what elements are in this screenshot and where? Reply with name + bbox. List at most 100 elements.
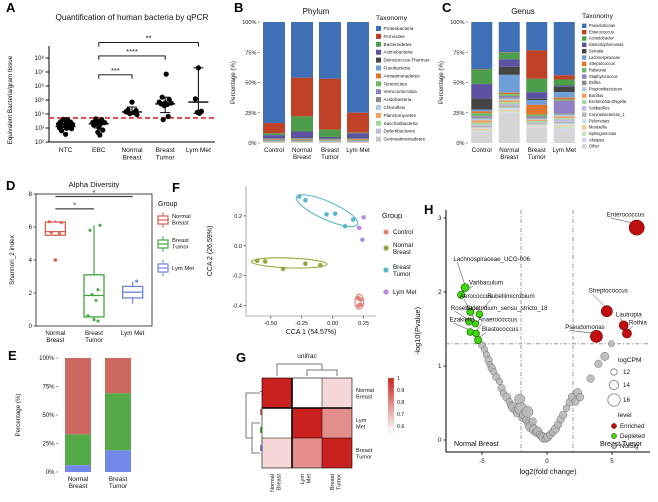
legend-label: Saccharibacteria [384, 121, 419, 126]
heat-cell [292, 378, 322, 408]
chart-text: 50% [42, 413, 55, 419]
bar-segment [498, 66, 520, 75]
bar-segment [291, 22, 313, 78]
legend-label: Proteobacteria [384, 26, 414, 31]
chart-text: Normal [499, 147, 519, 154]
panel-b-svg: Phylum Percentage (%) 0% 25% 50% 75% 100% Contr… [230, 7, 430, 161]
bar-segment [319, 140, 341, 141]
bar-segment [498, 109, 520, 112]
bar-segment [263, 138, 285, 139]
chart-text: Tumor [528, 154, 546, 161]
bar-segment [471, 118, 493, 121]
legend-title: Taxonomy [582, 13, 614, 20]
chart-text: Breast [122, 154, 141, 161]
bar-segment [553, 119, 575, 122]
heat-cell [262, 408, 292, 438]
bar-segment [526, 120, 548, 123]
bar-segment [319, 138, 341, 139]
panel-e-svg: Percentage (%)0%25%50%75%100%NormalBreas… [15, 356, 332, 490]
legend-label: Other [589, 144, 600, 149]
chart-text: 0 [29, 324, 33, 330]
legend-swatch [582, 106, 587, 111]
legend-label: Sphingomonas [589, 131, 616, 136]
legend-label: Verrucomicrobia [384, 89, 418, 94]
qpcr-point [163, 71, 169, 77]
legend-label: Gemmatimonadetes [384, 137, 426, 142]
notsig-point [586, 374, 595, 383]
bar-segment [291, 77, 313, 117]
bar-segment [263, 135, 285, 139]
qpcr-point [70, 121, 76, 128]
chart-text: Breast [356, 395, 373, 401]
axis-label: Percentage (%) [230, 61, 237, 104]
bar-segment [319, 129, 341, 137]
colorbar [387, 377, 395, 433]
chart-text: 10⁵ [35, 97, 45, 104]
chart-text: -0.25 [295, 321, 308, 327]
notsig-point [607, 340, 615, 348]
chart-text: Lym Met [553, 147, 577, 154]
box-point [86, 314, 90, 318]
legend-dot [383, 289, 389, 295]
chart-text: Normal [45, 330, 65, 337]
legend-label: Staphylococcus [589, 74, 618, 79]
depleted-point [474, 336, 483, 345]
bar-segment [263, 22, 285, 124]
qpcr-point [127, 111, 133, 117]
bar-segment [553, 118, 575, 120]
legend-label: Enterococcus [589, 29, 614, 34]
bar-segment [347, 138, 369, 140]
bar-segment [498, 111, 520, 113]
bar-segment [553, 116, 575, 119]
enriched-label: Rothia [629, 320, 647, 327]
chart-text: Lym Met [121, 330, 145, 337]
chart-text: Tumor [156, 154, 176, 161]
chart-title: Genus [511, 7, 535, 16]
chart-text: 8 [29, 192, 33, 198]
notsig-point [562, 404, 571, 412]
box-point [135, 279, 139, 283]
panel-e-chart: Percentage (%) 0% 25% 50% 75% 100% Normal Breas… [4, 344, 332, 502]
panel-label-b: B [234, 0, 244, 15]
cca-point [262, 259, 268, 264]
legend-swatch [582, 29, 587, 35]
chart-text: 0.00 [327, 321, 338, 327]
corner-label-left: Normal Breast [454, 441, 499, 448]
qpcr-point [159, 94, 165, 100]
chart-text: Lym [356, 418, 367, 424]
legend-label: Delftia [589, 80, 601, 85]
group-ellipse [354, 293, 365, 310]
bar-segment [498, 113, 520, 143]
legend-swatch [582, 23, 587, 28]
legend-swatch [376, 65, 381, 71]
outlier-point [53, 258, 58, 262]
cca-point [350, 217, 356, 222]
sig-stars: ** [146, 34, 152, 43]
bar-segment [498, 74, 520, 93]
cca-point [254, 258, 260, 264]
enriched-point [618, 320, 629, 331]
legend-label: Armatimonadetes [384, 73, 421, 78]
legend-label: Alistipes [589, 137, 604, 142]
legend-swatch [376, 120, 381, 126]
box-point [47, 220, 51, 224]
chart-text: 100% [39, 356, 55, 362]
chart-text: 25% [453, 111, 464, 117]
qpcr-point [160, 117, 166, 123]
legend-label: Ralstonia [589, 67, 607, 72]
panel-h-chart: -5 0 5 0 1 2 3 log2(fold change) -log10(Pvalue) N… [408, 176, 658, 483]
legend-label: Acinetobacter [589, 36, 615, 41]
bar-segment [526, 78, 548, 93]
chart-text: Breast [277, 474, 283, 491]
sig-bracket [98, 55, 166, 60]
bar-segment [526, 126, 548, 128]
chart-text: Breast [85, 330, 103, 337]
cca-point [332, 211, 338, 216]
bar-segment [471, 98, 493, 110]
heat-cell [322, 438, 352, 468]
legend-swatch [582, 131, 587, 136]
axis-label: Percentage (%) [438, 61, 445, 104]
qpcr-point [97, 132, 103, 138]
legend-label: Pelomonas [589, 118, 609, 123]
size-key [607, 393, 621, 407]
